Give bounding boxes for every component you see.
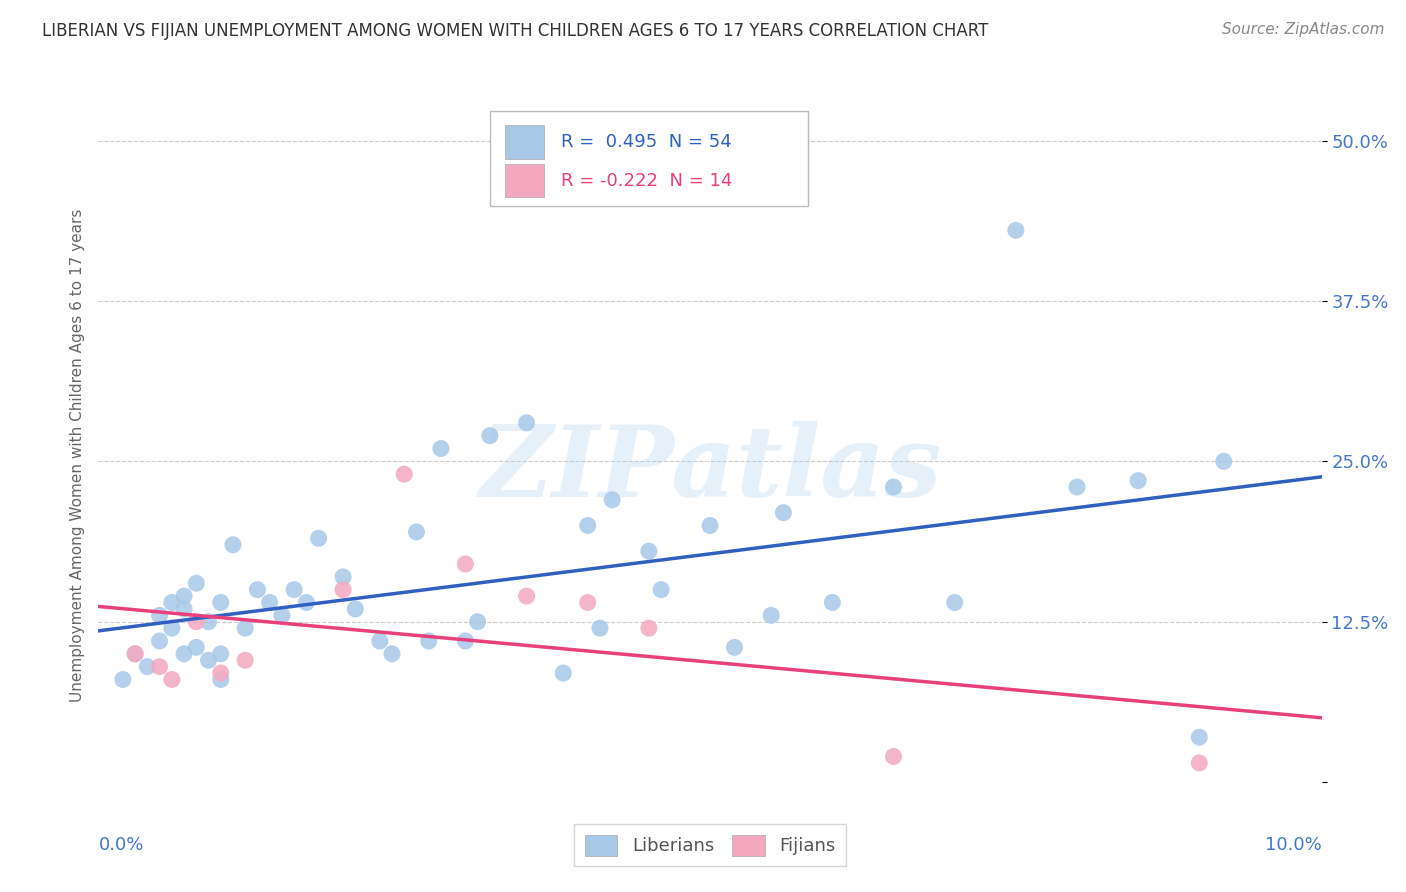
Point: [1128, 474, 1150, 488]
Point: [368, 634, 391, 648]
Point: [1188, 756, 1211, 770]
Point: [173, 647, 195, 661]
Point: [589, 621, 612, 635]
Point: [246, 582, 269, 597]
Point: [186, 576, 208, 591]
Point: [637, 544, 661, 558]
Point: [173, 602, 195, 616]
Point: [344, 602, 367, 616]
Point: [650, 582, 672, 597]
Point: [723, 640, 745, 655]
Point: [332, 582, 354, 597]
Point: [381, 647, 404, 661]
Text: R = -0.222  N = 14: R = -0.222 N = 14: [561, 171, 733, 190]
Y-axis label: Unemployment Among Women with Children Ages 6 to 17 years: Unemployment Among Women with Children A…: [69, 208, 84, 702]
Point: [160, 621, 183, 635]
Point: [209, 666, 232, 681]
Point: [160, 595, 183, 609]
Point: [600, 492, 623, 507]
Point: [197, 615, 219, 629]
Point: [761, 608, 783, 623]
FancyBboxPatch shape: [505, 125, 544, 159]
Legend: Liberians, Fijians: Liberians, Fijians: [574, 824, 846, 866]
Point: [1212, 454, 1234, 468]
Point: [209, 647, 232, 661]
Point: [295, 595, 318, 609]
Point: [308, 532, 330, 546]
Point: [111, 673, 134, 687]
Point: [332, 570, 354, 584]
Point: [233, 653, 256, 667]
Point: [259, 595, 281, 609]
Point: [270, 608, 294, 623]
Point: [197, 653, 219, 667]
Point: [883, 480, 905, 494]
Point: [418, 634, 440, 648]
Point: [883, 749, 905, 764]
Text: ZIPatlas: ZIPatlas: [479, 421, 941, 517]
Point: [283, 582, 305, 597]
Point: [943, 595, 966, 609]
Point: [149, 608, 172, 623]
Point: [209, 595, 232, 609]
FancyBboxPatch shape: [505, 164, 544, 197]
Text: LIBERIAN VS FIJIAN UNEMPLOYMENT AMONG WOMEN WITH CHILDREN AGES 6 TO 17 YEARS COR: LIBERIAN VS FIJIAN UNEMPLOYMENT AMONG WO…: [42, 22, 988, 40]
Point: [149, 634, 172, 648]
Point: [405, 524, 427, 539]
Point: [1188, 730, 1211, 744]
Point: [233, 621, 256, 635]
Point: [392, 467, 416, 482]
Point: [136, 659, 159, 673]
Text: R =  0.495  N = 54: R = 0.495 N = 54: [561, 133, 731, 151]
Point: [576, 595, 599, 609]
Point: [160, 673, 183, 687]
Point: [478, 428, 501, 442]
Point: [1004, 223, 1026, 237]
Point: [186, 640, 208, 655]
Point: [467, 615, 489, 629]
Point: [454, 557, 477, 571]
Text: 10.0%: 10.0%: [1265, 836, 1322, 854]
Point: [124, 647, 146, 661]
Point: [149, 659, 172, 673]
Point: [430, 442, 453, 456]
Point: [1066, 480, 1088, 494]
Point: [454, 634, 477, 648]
Point: [637, 621, 661, 635]
Point: [124, 647, 146, 661]
FancyBboxPatch shape: [489, 112, 808, 206]
Point: [222, 538, 245, 552]
Point: [772, 506, 794, 520]
Point: [516, 416, 538, 430]
Point: [699, 518, 721, 533]
Point: [186, 615, 208, 629]
Text: 0.0%: 0.0%: [98, 836, 143, 854]
Point: [576, 518, 599, 533]
Point: [209, 673, 232, 687]
Point: [553, 666, 575, 681]
Text: Source: ZipAtlas.com: Source: ZipAtlas.com: [1222, 22, 1385, 37]
Point: [821, 595, 844, 609]
Point: [516, 589, 538, 603]
Point: [173, 589, 195, 603]
